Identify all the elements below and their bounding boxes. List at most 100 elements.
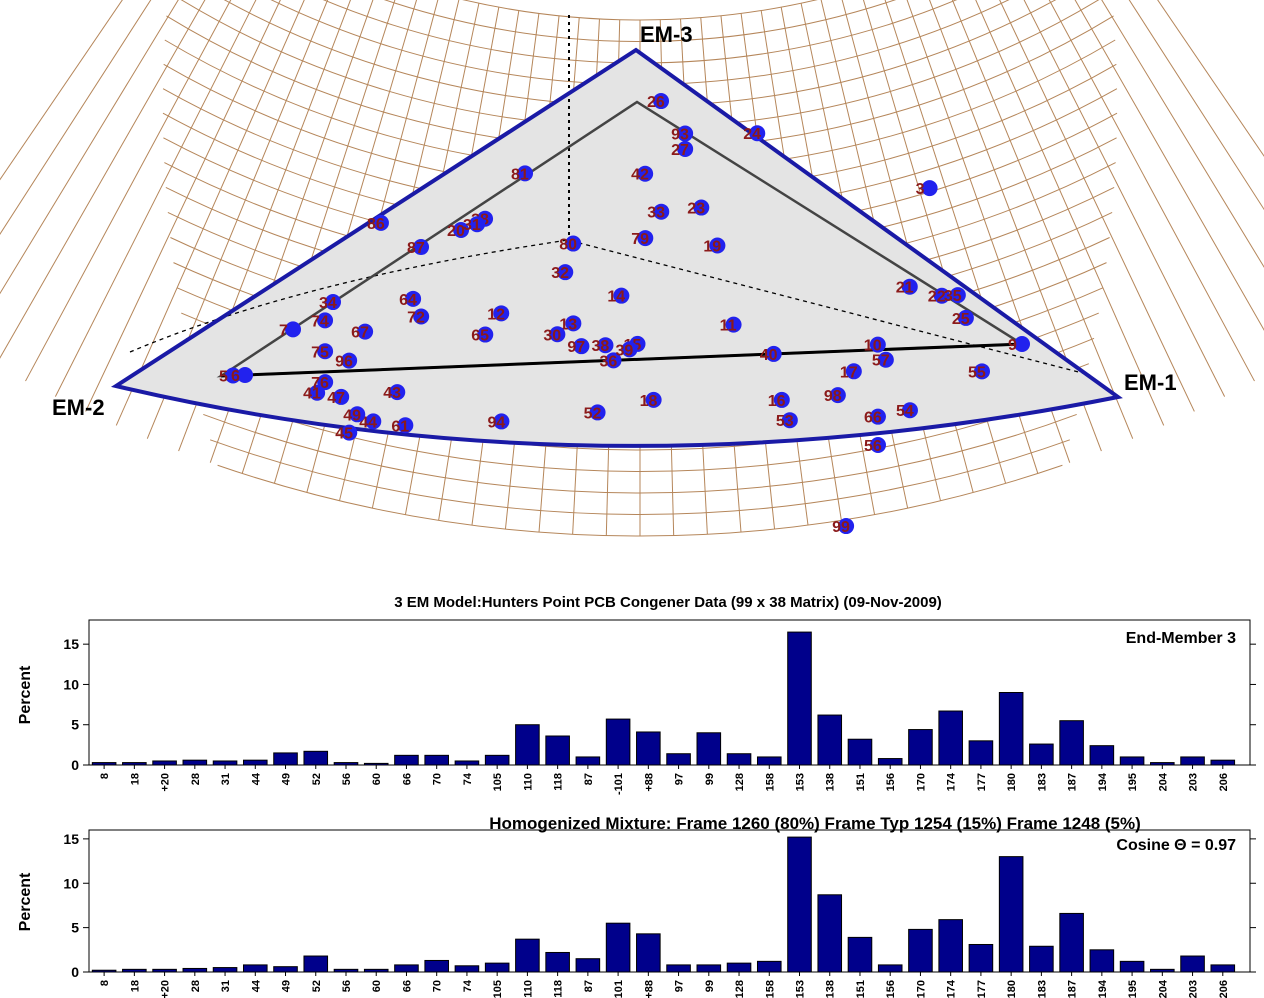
x-tick-label: 128 bbox=[734, 773, 746, 791]
grid-meridian bbox=[0, 0, 206, 359]
point-label: 34 bbox=[319, 295, 337, 312]
bar bbox=[1180, 955, 1205, 973]
x-tick-label: 31 bbox=[220, 773, 232, 785]
data-point bbox=[677, 125, 694, 142]
bar bbox=[1089, 949, 1115, 973]
point-label: 56 bbox=[864, 438, 882, 455]
point-label: 27 bbox=[671, 142, 689, 159]
x-tick-label: 187 bbox=[1067, 980, 1079, 998]
y-tick-label: 5 bbox=[71, 920, 79, 936]
bar bbox=[1119, 960, 1145, 973]
bar bbox=[242, 964, 268, 973]
point-label: 39 bbox=[615, 342, 633, 359]
grid-meridian bbox=[54, 0, 257, 397]
point-label: 10 bbox=[864, 338, 882, 355]
data-point bbox=[637, 230, 654, 247]
bar bbox=[182, 759, 208, 766]
bar bbox=[454, 760, 480, 766]
data-point bbox=[405, 290, 422, 307]
x-tick-label: 70 bbox=[432, 773, 444, 785]
data-point bbox=[349, 406, 366, 423]
x-tick-label: 101 bbox=[613, 980, 625, 998]
x-tick-label: 44 bbox=[250, 772, 262, 785]
data-point bbox=[901, 278, 918, 295]
grid-meridian bbox=[1074, 0, 1264, 331]
x-tick-label: -101 bbox=[613, 773, 625, 795]
point-label: 93 bbox=[671, 127, 689, 144]
point-label: 79 bbox=[631, 231, 649, 248]
y-tick-label: 10 bbox=[63, 875, 79, 891]
x-tick-label: 28 bbox=[190, 773, 202, 785]
data-point bbox=[565, 235, 582, 252]
bar bbox=[1210, 964, 1236, 973]
bar bbox=[122, 968, 147, 973]
point-label: 53 bbox=[776, 413, 794, 430]
bar bbox=[696, 964, 722, 973]
bar bbox=[1089, 745, 1115, 766]
x-tick-label: 49 bbox=[281, 980, 293, 992]
bars bbox=[91, 836, 1236, 973]
bars bbox=[91, 631, 1236, 766]
end-member-region bbox=[116, 50, 1118, 446]
grid-meridian bbox=[115, 0, 305, 426]
y-tick-label: 0 bbox=[71, 757, 79, 773]
point-label: 81 bbox=[511, 166, 529, 183]
dotted-projection-line bbox=[129, 239, 1091, 376]
data-point bbox=[413, 308, 430, 325]
x-tick-label: 118 bbox=[553, 773, 565, 791]
end-member-boundary bbox=[110, 47, 1123, 448]
point-label: 98 bbox=[824, 388, 842, 405]
y-ticks: 0 5 10 15 bbox=[63, 831, 1256, 980]
data-point bbox=[949, 287, 966, 304]
data-point bbox=[869, 408, 886, 425]
data-point bbox=[957, 309, 974, 326]
x-tick-label: 183 bbox=[1036, 773, 1048, 791]
data-point bbox=[845, 363, 862, 380]
sample-points: 3567910111213141516171819202122232425262… bbox=[219, 93, 1030, 536]
bar bbox=[515, 938, 540, 973]
chart-annotation: Cosine Θ = 0.97 bbox=[1116, 837, 1236, 854]
data-point bbox=[365, 413, 382, 430]
x-tick-label: 8 bbox=[99, 980, 111, 986]
data-point bbox=[869, 436, 886, 453]
point-label: 33 bbox=[647, 205, 665, 222]
point-label: 66 bbox=[864, 410, 882, 427]
data-point bbox=[781, 412, 798, 429]
bar bbox=[756, 960, 782, 973]
point-label: 61 bbox=[391, 418, 409, 435]
point-label: 94 bbox=[487, 414, 505, 431]
vertex-label-em1: EM-1 bbox=[1124, 370, 1177, 395]
bar-chart-end-member-3: 3 EM Model:Hunters Point PCB Congener Da… bbox=[17, 594, 1256, 795]
x-tick-label: 177 bbox=[976, 980, 988, 998]
point-label: 6 bbox=[231, 368, 240, 385]
bar bbox=[91, 969, 117, 973]
data-point bbox=[765, 345, 782, 362]
data-point bbox=[317, 343, 334, 360]
point-label: 12 bbox=[487, 306, 505, 323]
x-tick-label: 194 bbox=[1097, 772, 1109, 791]
data-point bbox=[921, 180, 938, 197]
data-point bbox=[605, 352, 622, 369]
bar bbox=[333, 968, 359, 973]
bar bbox=[817, 894, 843, 973]
data-point bbox=[413, 239, 430, 256]
y-tick-label: 5 bbox=[71, 717, 79, 733]
x-tick-label: 138 bbox=[825, 980, 837, 998]
bar bbox=[998, 856, 1024, 973]
y-axis-label: Percent bbox=[17, 665, 34, 724]
data-point bbox=[325, 294, 342, 311]
grid-meridian bbox=[85, 0, 281, 412]
vertex-label-em3: EM-3 bbox=[640, 22, 693, 47]
bar bbox=[1059, 720, 1084, 766]
x-tick-label: 156 bbox=[885, 773, 897, 791]
x-tick-label: 74 bbox=[462, 772, 474, 785]
data-point bbox=[589, 404, 606, 421]
grid-meridian bbox=[1157, 0, 1264, 157]
x-tick-label: 206 bbox=[1218, 773, 1230, 791]
x-tick-label: +88 bbox=[643, 980, 655, 998]
data-point bbox=[749, 125, 766, 142]
chart-title: 3 EM Model:Hunters Point PCB Congener Da… bbox=[394, 594, 942, 611]
x-tick-label: 105 bbox=[492, 980, 504, 998]
y-tick-label: 15 bbox=[63, 831, 79, 847]
y-tick-label: 15 bbox=[63, 636, 79, 652]
